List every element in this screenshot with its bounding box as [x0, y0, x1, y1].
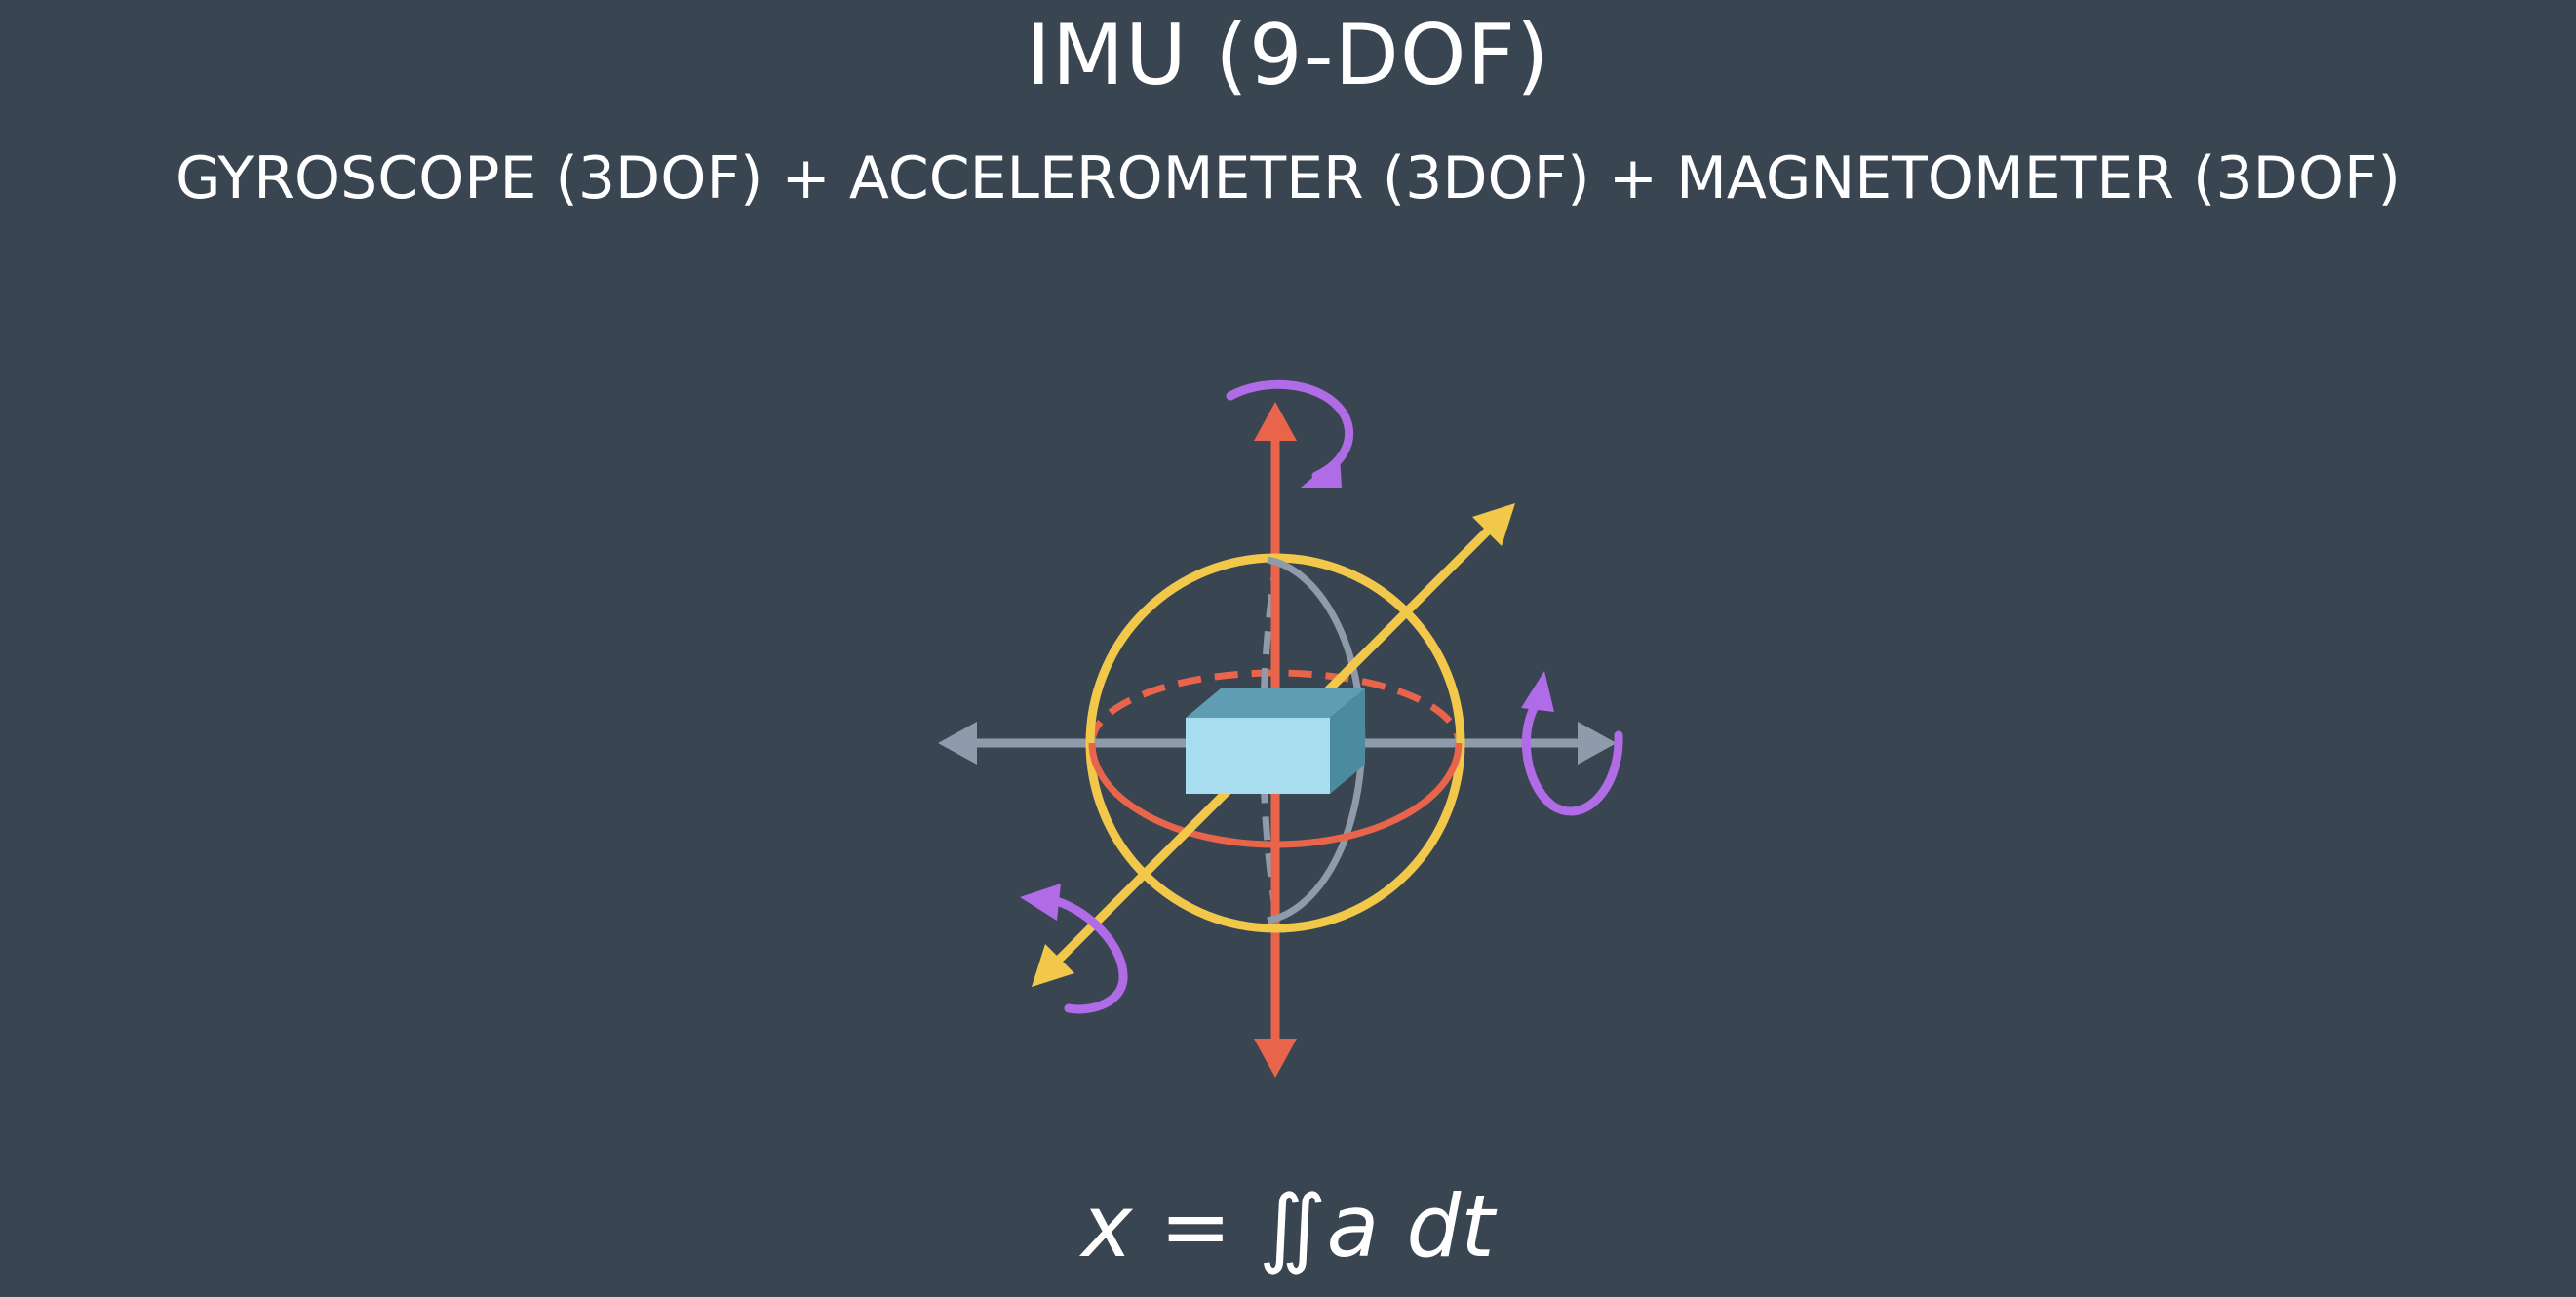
rotation-arrow-icon: [1521, 671, 1554, 712]
rotation-arrow-icon: [1020, 884, 1061, 921]
axis-arrow-icon: [1032, 944, 1074, 987]
rotation-arrow-right: [1521, 671, 1623, 816]
rotation-arrow-icon: [1301, 454, 1342, 488]
equator-ring-back: [1088, 669, 1463, 744]
sensor-block-icon: [1186, 688, 1365, 794]
rotation-arrow-top: [1226, 379, 1354, 488]
sensor-block-top: [1186, 688, 1365, 718]
axis-arrow-icon: [938, 722, 977, 765]
equator-ring-front: [1088, 742, 1463, 848]
position-integral-formula: x = ∬a dt: [1081, 1176, 1495, 1277]
page-subtitle: GYROSCOPE (3DOF) + ACCELEROMETER (3DOF) …: [176, 144, 2400, 213]
axis-arrow-icon: [1578, 722, 1617, 765]
axis-arrow-icon: [1472, 503, 1515, 546]
axis-arrow-icon: [1254, 402, 1297, 441]
sensor-block-side: [1330, 688, 1365, 794]
sensor-block-front: [1186, 718, 1330, 794]
axis-arrow-icon: [1254, 1039, 1297, 1078]
meridian-ring-back: [1260, 557, 1281, 922]
page-title: IMU (9-DOF): [1026, 7, 1550, 104]
rotation-arrow-bottom-left: [1020, 884, 1128, 1014]
